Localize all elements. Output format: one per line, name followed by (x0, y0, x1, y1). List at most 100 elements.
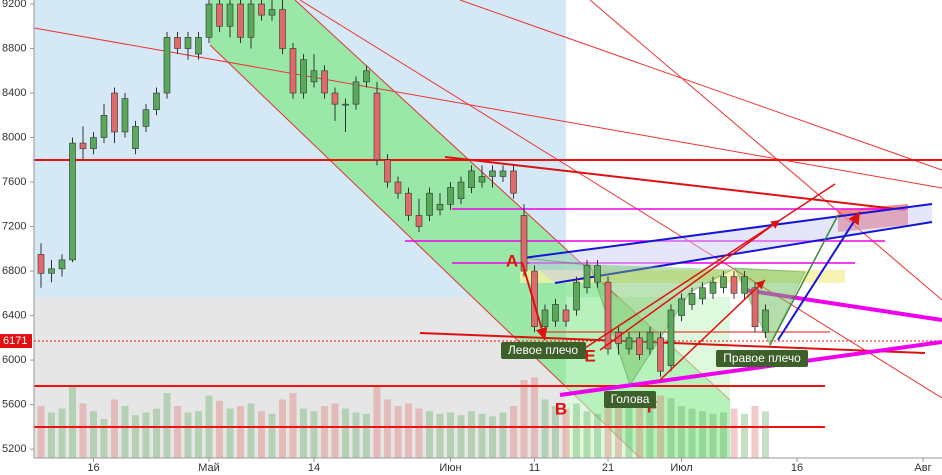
candle-body (300, 59, 307, 94)
candle-body (457, 181, 465, 200)
x-tick-label: 21 (602, 462, 614, 474)
blue-channel (523, 204, 932, 283)
x-tick-label: 16 (87, 462, 99, 474)
tag-left-shoulder: Левое плечо (508, 343, 578, 357)
candle-body (174, 37, 181, 49)
arrow (581, 183, 836, 351)
candle-body (499, 170, 507, 177)
arrow (599, 219, 781, 351)
candle-body (352, 81, 360, 105)
trend-line (299, 0, 942, 399)
y-tick-label: 6000 (2, 354, 26, 366)
candle-body (762, 309, 769, 333)
volume-bar (499, 412, 507, 458)
resistance-line (444, 156, 906, 211)
lines (33, 0, 942, 428)
volume-bar (594, 413, 601, 458)
candle-body (552, 304, 559, 322)
candle-body (153, 92, 160, 111)
volume-bar (394, 406, 402, 458)
candle-body (720, 276, 727, 289)
volume-bar (709, 413, 717, 458)
candle-body (667, 309, 675, 366)
candle-body (741, 276, 748, 294)
x-tick-label: 14 (308, 462, 320, 474)
candle-body (541, 309, 549, 327)
volume-bar (352, 412, 360, 458)
volume-bar (216, 400, 223, 458)
volume-bar (247, 403, 255, 458)
candle-body (436, 203, 444, 211)
trend-line (33, 27, 942, 189)
candle-body (615, 331, 622, 344)
volume-bar (646, 408, 654, 458)
candle-body (562, 309, 570, 322)
volume-bar (121, 406, 129, 458)
candle-body (394, 181, 402, 194)
volume-bar (415, 408, 423, 458)
candle-body (237, 3, 244, 38)
candle-body (384, 159, 391, 183)
y-tick-label: 6400 (2, 309, 26, 321)
volume-bar (552, 406, 559, 458)
volume-bar (457, 415, 465, 458)
volume-layer (37, 377, 769, 458)
y-tick-label: 5200 (2, 443, 26, 455)
candle-body (132, 126, 139, 149)
x-tick-label: Май (198, 462, 220, 474)
volume-bar (90, 411, 97, 458)
candle-body (111, 92, 118, 133)
y-tick-label: 8800 (2, 42, 26, 54)
tag-right-shoulder: Правое плечо (723, 351, 801, 365)
candles (37, 0, 769, 377)
candle-body (121, 98, 129, 133)
candle-body (100, 114, 108, 138)
volume-bar (48, 412, 55, 458)
volume-bar (604, 393, 612, 458)
volume-bar (489, 416, 496, 458)
candle-body (373, 92, 381, 161)
candle-body (310, 70, 318, 83)
candle-body (226, 3, 234, 27)
candle-body (69, 142, 76, 261)
arrows: A B E F Левое плечо Голова Правое плечо (501, 183, 861, 418)
head-shoulders-fill (523, 262, 805, 385)
volume-bar (636, 406, 643, 458)
head-shoulders (522, 257, 806, 387)
candle-body (258, 3, 265, 16)
arrow (777, 211, 861, 341)
volume-bar (300, 408, 307, 458)
candle-body (657, 337, 664, 372)
candle-body (573, 281, 580, 311)
candle-body (363, 70, 370, 83)
candle-body (163, 37, 171, 94)
candle-body (688, 293, 696, 305)
volume-bar (699, 411, 706, 458)
volume-bar (541, 399, 549, 458)
candle-body (489, 170, 496, 177)
candle-body (142, 109, 150, 127)
candle-body (216, 3, 223, 27)
candle-body (405, 192, 412, 216)
candle-body (48, 268, 55, 274)
blue-line (522, 203, 933, 259)
volume-bar (447, 412, 454, 458)
candle-body (321, 70, 328, 94)
volume-bar (373, 386, 381, 458)
candle-body (478, 176, 486, 183)
candle-body (678, 298, 685, 316)
label-b: B (555, 399, 567, 418)
volume-bar (289, 393, 297, 458)
volume-bar (226, 408, 234, 458)
arrow (521, 261, 548, 341)
volume-bar (583, 411, 591, 458)
candle-body (37, 254, 45, 274)
volume-bar (625, 403, 633, 458)
tag-box (716, 350, 808, 367)
volume-bar (79, 403, 87, 458)
price-marker (0, 334, 32, 349)
volume-bar (100, 419, 108, 458)
tag-box (501, 342, 586, 359)
